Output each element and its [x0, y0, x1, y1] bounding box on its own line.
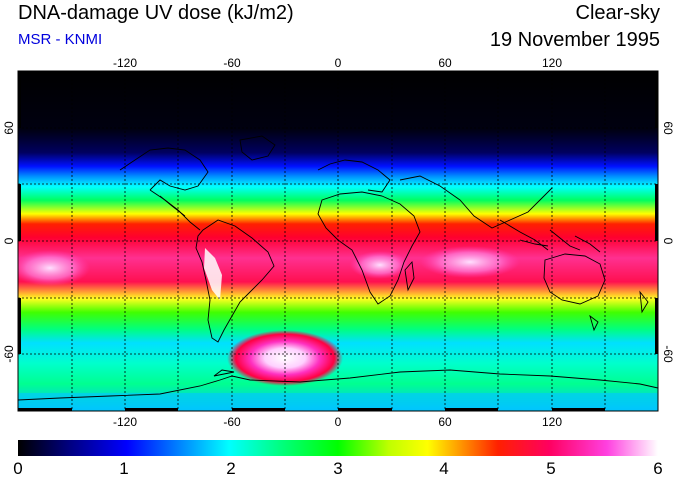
lat-label-left: -60: [2, 345, 16, 363]
africa-high-dose: [350, 251, 410, 279]
lon-label-bottom: -60: [223, 415, 241, 429]
andes-high-dose: [204, 248, 222, 300]
lon-label-top: 120: [542, 56, 562, 70]
indian-ocean-high-dose: [420, 246, 520, 278]
pacific-high-dose: [18, 250, 90, 286]
graticule: [18, 71, 658, 411]
lat-label-right: -60: [661, 345, 675, 363]
map-frame: [17, 70, 659, 412]
map-title: DNA-damage UV dose (kJ/m2): [18, 2, 294, 24]
lon-label-bottom: 0: [335, 415, 342, 429]
map-date: 19 November 1995: [489, 29, 660, 51]
lon-labels-bottom: -120 -60 0 60 120: [113, 415, 562, 429]
colorbar-label: 3: [333, 459, 343, 478]
lon-labels-top: -120 -60 0 60 120: [113, 56, 562, 70]
lon-label-top: -60: [223, 56, 241, 70]
colorbar: [18, 440, 658, 456]
lon-label-bottom: 60: [438, 415, 452, 429]
lat-labels-left: 60 0 -60: [2, 121, 16, 363]
lon-label-top: 0: [335, 56, 342, 70]
lon-label-top: 60: [438, 56, 452, 70]
colorbar-label: 5: [546, 459, 556, 478]
lon-label-top: -120: [113, 56, 137, 70]
lat-label-right: 60: [661, 121, 675, 135]
sky-condition: Clear-sky: [575, 2, 660, 24]
lat-labels-right: 60 0 -60: [661, 121, 675, 363]
lon-label-bottom: 120: [542, 415, 562, 429]
coastlines: [18, 135, 658, 401]
colorbar-label: 0: [13, 459, 23, 478]
lon-label-bottom: -120: [113, 415, 137, 429]
colorbar-label: 6: [653, 459, 663, 478]
lat-label-right: 0: [661, 238, 675, 245]
colorbar-label: 4: [439, 459, 449, 478]
colorbar-label: 1: [119, 459, 129, 478]
lat-label-left: 60: [2, 121, 16, 135]
map-field: [18, 71, 658, 411]
lat-label-left: 0: [2, 237, 16, 244]
antarctic-band: [18, 393, 658, 411]
colorbar-label: 2: [226, 459, 236, 478]
ozone-hole-hotspot: [227, 330, 343, 386]
map-subtitle: MSR - KNMI: [18, 31, 103, 48]
